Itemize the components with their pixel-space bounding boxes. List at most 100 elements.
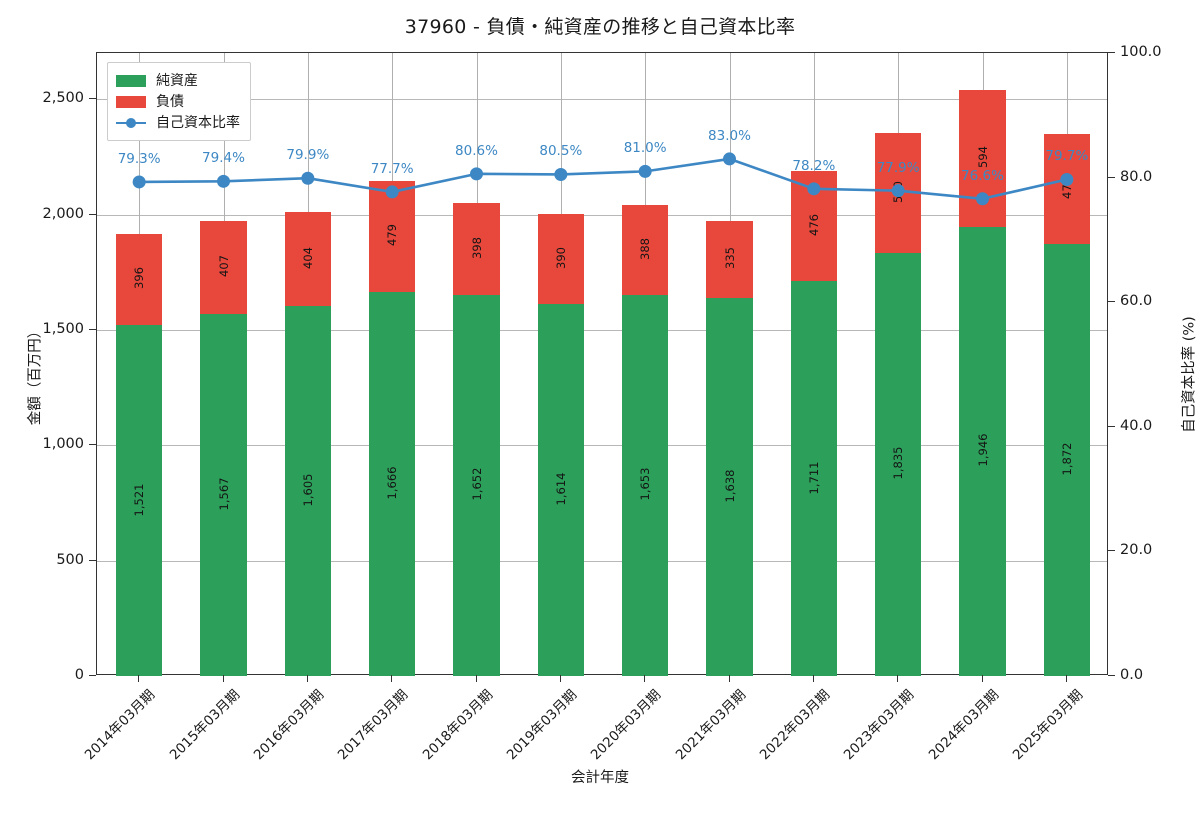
point-value-label-equity-ratio: 81.0% [623,140,667,157]
bar-net-assets[interactable] [874,252,922,676]
x-axis-tickmark [728,675,730,682]
y-axis-left-tickmark [89,559,96,561]
x-axis-tick-label: 2015年03月期 [166,686,243,764]
grid-line [97,329,1107,331]
bar-net-assets[interactable] [537,303,585,676]
bar-net-assets[interactable] [621,294,669,676]
line-marker-equity-ratio[interactable] [301,171,315,185]
legend-item-equity-ratio[interactable]: 自己資本比率 [116,112,240,133]
y-axis-right-tick-label: 20.0 [1120,542,1153,559]
y-axis-left-tick-label: 1,500 [42,320,84,337]
point-value-label-equity-ratio: 83.0% [708,127,751,144]
line-marker-equity-ratio[interactable] [385,185,399,199]
y-axis-left-tick-label: 2,000 [42,205,84,222]
bar-net-assets[interactable] [453,294,500,676]
x-axis-tickmark [475,675,477,682]
y-axis-right-tickmark [1108,675,1115,676]
line-marker-equity-ratio[interactable] [1060,172,1074,186]
bar-liabilities[interactable] [115,233,163,326]
x-axis-tick-label: 2020年03月期 [587,686,665,764]
y-axis-left-tickmark [89,675,96,676]
chart-figure: 37960 - 負債・純資産の推移と自己資本比率 金額（百万円） 自己資本比率 … [28,16,1198,786]
y-axis-left-tick-label: 1,000 [42,436,84,453]
y-axis-left-tickmark [89,444,96,446]
line-marker-equity-ratio[interactable] [891,184,905,198]
point-value-label-equity-ratio: 79.9% [286,147,330,164]
bar-net-assets[interactable] [959,226,1006,676]
bar-net-assets[interactable] [200,314,247,676]
x-axis-title: 会計年度 [571,770,629,786]
bar-liabilities[interactable] [1043,133,1091,245]
bar-liabilities[interactable] [537,213,585,304]
bar-liabilities[interactable] [453,202,500,295]
y-axis-right-tickmark [1108,176,1115,178]
y-axis-right-title: 自己資本比率 (%) [1181,316,1198,433]
point-value-label-equity-ratio: 80.5% [539,143,583,160]
grid-line [97,99,1107,101]
bar-liabilities[interactable] [368,181,416,292]
point-value-label-equity-ratio: 79.3% [117,150,161,167]
x-axis-tick-label: 2019年03月期 [503,686,580,764]
x-axis-tickmark [306,675,308,682]
x-axis-tickmark [222,675,224,682]
line-marker-equity-ratio[interactable] [723,152,736,166]
plot-area: 1,521 396 1,567 407 1,605 404 1,666 479 1,652 398… [96,52,1108,676]
grid-line [97,445,1107,447]
x-axis-tickmark [138,675,140,682]
bar-net-assets[interactable] [706,298,753,676]
legend-swatch-liabilities [116,95,146,108]
legend-label-liabilities: 負債 [156,93,184,110]
line-marker-equity-ratio[interactable] [554,167,568,181]
legend-label-net-assets: 純資産 [156,72,198,89]
legend-line-equity-ratio [116,117,146,129]
line-marker-equity-ratio[interactable] [976,192,989,206]
x-axis-tickmark [1065,675,1067,682]
x-axis-tickmark [559,675,561,682]
x-axis-tickmark [812,675,814,682]
chart-legend[interactable]: 純資産 負債 自己資本比率 [107,62,251,141]
y-axis-right-tickmark [1108,550,1115,552]
point-value-label-equity-ratio: 77.9% [876,159,920,176]
line-marker-equity-ratio[interactable] [217,174,230,188]
grid-line [97,214,1107,216]
legend-label-equity-ratio: 自己資本比率 [156,114,240,131]
line-marker-equity-ratio[interactable] [807,182,821,196]
point-value-label-equity-ratio: 79.7% [1045,148,1089,165]
bar-liabilities[interactable] [706,220,753,299]
y-axis-left-tickmark [89,328,96,330]
grid-line [97,560,1107,562]
x-axis-tick-label: 2014年03月期 [81,686,159,764]
bar-net-assets[interactable] [790,281,838,676]
point-value-label-equity-ratio: 79.4% [202,150,245,167]
chart-title: 37960 - 負債・純資産の推移と自己資本比率 [404,16,796,38]
y-axis-left-tickmark [89,98,96,100]
bar-liabilities[interactable] [284,212,332,306]
y-axis-right-tick-label: 60.0 [1120,293,1153,310]
line-marker-equity-ratio[interactable] [470,167,483,181]
x-axis-tick-label: 2024年03月期 [925,686,1002,764]
x-axis-tickmark [391,675,393,682]
bar-net-assets[interactable] [284,305,332,676]
bar-net-assets[interactable] [368,291,416,676]
line-marker-equity-ratio[interactable] [638,164,652,178]
x-axis-tick-label: 2017年03月期 [334,686,412,764]
bar-net-assets[interactable] [1043,244,1091,676]
bar-liabilities[interactable] [621,205,669,295]
legend-item-liabilities[interactable]: 負債 [116,91,240,112]
x-axis-tick-label: 2016年03月期 [250,686,327,764]
equity-ratio-line [132,152,1074,206]
bar-net-assets[interactable] [115,325,163,676]
line-marker-equity-ratio[interactable] [132,175,146,189]
x-axis-tick-label: 2025年03月期 [1009,686,1086,764]
y-axis-right-tick-label: 80.0 [1120,168,1153,185]
y-axis-left-tick-label: 2,500 [42,90,84,107]
bar-liabilities[interactable] [200,220,247,315]
y-axis-left-tickmark [89,213,96,215]
y-axis-right-tickmark [1108,301,1115,303]
x-axis-tickmark [897,675,899,682]
point-value-label-equity-ratio: 77.7% [370,160,414,177]
legend-item-net-assets[interactable]: 純資産 [116,70,240,91]
x-axis-tick-label: 2018年03月期 [419,686,496,764]
y-axis-right-tickmark [1108,425,1115,427]
x-axis-tick-label: 2021年03月期 [672,686,749,764]
